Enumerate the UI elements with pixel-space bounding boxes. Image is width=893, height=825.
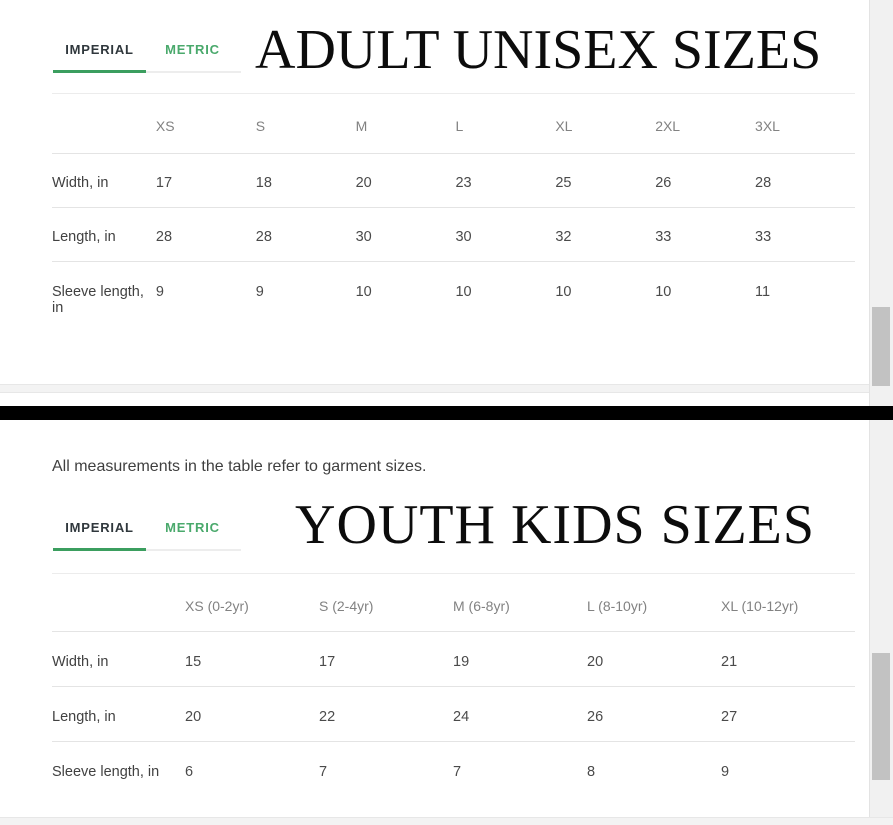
row-label: Length, in — [52, 207, 156, 262]
cell: 27 — [721, 686, 855, 742]
cell: 28 — [255, 207, 356, 262]
column-header: 3XL — [755, 93, 855, 154]
tab-underline-track — [53, 70, 241, 73]
measurement-note: All measurements in the table refer to g… — [52, 458, 427, 475]
column-header: XL — [555, 93, 656, 154]
cell: 11 — [755, 284, 771, 300]
cell: 18 — [255, 153, 356, 208]
adult-size-table: XS S M L XL 2XL 3XL Width, in 17 18 20 2… — [52, 93, 855, 332]
cell: 17 — [319, 631, 453, 687]
table-row: Length, in 28 28 30 30 32 33 33 — [52, 207, 855, 262]
cell: 23 — [455, 153, 556, 208]
table-row: Width, in 17 18 20 23 25 26 28 — [52, 153, 855, 208]
table-row: Sleeve length, in 6 7 7 8 9 — [52, 742, 855, 797]
row-label: Sleeve length, in — [52, 284, 144, 316]
table-header-row: XS (0-2yr) S (2-4yr) M (6-8yr) L (8-10yr… — [52, 573, 855, 632]
scrollbar-thumb-bottom[interactable] — [872, 653, 890, 780]
cell: 26 — [587, 686, 721, 742]
horizontal-scrollbar-track-bottom[interactable] — [0, 817, 893, 825]
column-header: 2XL — [655, 93, 756, 154]
row-label: Length, in — [52, 686, 185, 742]
tab-metric[interactable]: METRIC — [146, 36, 239, 71]
column-header: L (8-10yr) — [587, 573, 721, 632]
cell: 33 — [655, 207, 756, 262]
tab-underline-track — [53, 548, 241, 551]
tab-imperial-label: IMPERIAL — [65, 42, 134, 57]
tab-metric-label: METRIC — [165, 520, 220, 535]
column-header: S (2-4yr) — [319, 573, 453, 632]
corner-cell — [52, 93, 156, 154]
frame-divider-bar — [0, 406, 893, 420]
cell: 8 — [587, 764, 596, 780]
horizontal-scrollbar-track-top[interactable] — [0, 384, 893, 393]
cell: 30 — [355, 207, 456, 262]
cell: 24 — [453, 686, 587, 742]
tab-imperial[interactable]: IMPERIAL — [53, 514, 146, 549]
column-header: XS (0-2yr) — [185, 573, 319, 632]
table-row: Length, in 20 22 24 26 27 — [52, 686, 855, 742]
corner-cell — [52, 573, 185, 632]
active-tab-indicator — [53, 70, 146, 73]
table-row: Width, in 15 17 19 20 21 — [52, 631, 855, 687]
adult-size-chart-frame: IMPERIAL METRIC ADULT UNISEX SIZES XS S … — [0, 0, 868, 406]
adult-sizes-title: ADULT UNISEX SIZES — [255, 19, 822, 81]
column-header: XS — [155, 93, 256, 154]
cell: 25 — [555, 153, 656, 208]
cell: 21 — [721, 631, 855, 687]
column-header: XL (10-12yr) — [721, 573, 855, 632]
cell: 10 — [455, 284, 472, 300]
column-header: S — [255, 93, 356, 154]
cell: 9 — [255, 284, 264, 300]
row-label: Width, in — [52, 153, 156, 208]
cell: 17 — [155, 153, 256, 208]
youth-sizes-title: YOUTH KIDS SIZES — [295, 494, 815, 556]
cell: 20 — [185, 686, 319, 742]
cell: 10 — [655, 284, 672, 300]
tab-metric[interactable]: METRIC — [146, 514, 239, 549]
youth-size-table: XS (0-2yr) S (2-4yr) M (6-8yr) L (8-10yr… — [52, 573, 855, 796]
row-label: Width, in — [52, 631, 185, 687]
youth-unit-tabs: IMPERIAL METRIC — [53, 514, 241, 551]
youth-size-chart-frame: All measurements in the table refer to g… — [0, 420, 868, 817]
cell: 33 — [755, 207, 855, 262]
cell: 20 — [587, 631, 721, 687]
cell: 28 — [155, 207, 256, 262]
cell: 10 — [355, 284, 372, 300]
cell: 20 — [355, 153, 456, 208]
cell: 26 — [655, 153, 756, 208]
cell: 15 — [185, 631, 319, 687]
table-header-row: XS S M L XL 2XL 3XL — [52, 93, 855, 154]
tab-metric-label: METRIC — [165, 42, 220, 57]
cell: 9 — [155, 284, 164, 300]
table-row: Sleeve length, in 9 9 10 10 10 10 11 — [52, 262, 855, 333]
column-header: L — [455, 93, 556, 154]
cell: 9 — [721, 764, 730, 780]
row-label: Sleeve length, in — [52, 764, 160, 780]
scrollbar-thumb-top[interactable] — [872, 307, 890, 386]
column-header: M (6-8yr) — [453, 573, 587, 632]
cell: 19 — [453, 631, 587, 687]
cell: 6 — [185, 764, 194, 780]
cell: 22 — [319, 686, 453, 742]
cell: 32 — [555, 207, 656, 262]
cell: 7 — [319, 764, 328, 780]
active-tab-indicator — [53, 548, 146, 551]
cell: 10 — [555, 284, 572, 300]
cell: 28 — [755, 153, 855, 208]
column-header: M — [355, 93, 456, 154]
adult-unit-tabs: IMPERIAL METRIC — [53, 36, 241, 73]
tab-imperial-label: IMPERIAL — [65, 520, 134, 535]
cell: 7 — [453, 764, 462, 780]
cell: 30 — [455, 207, 556, 262]
tab-imperial[interactable]: IMPERIAL — [53, 36, 146, 71]
